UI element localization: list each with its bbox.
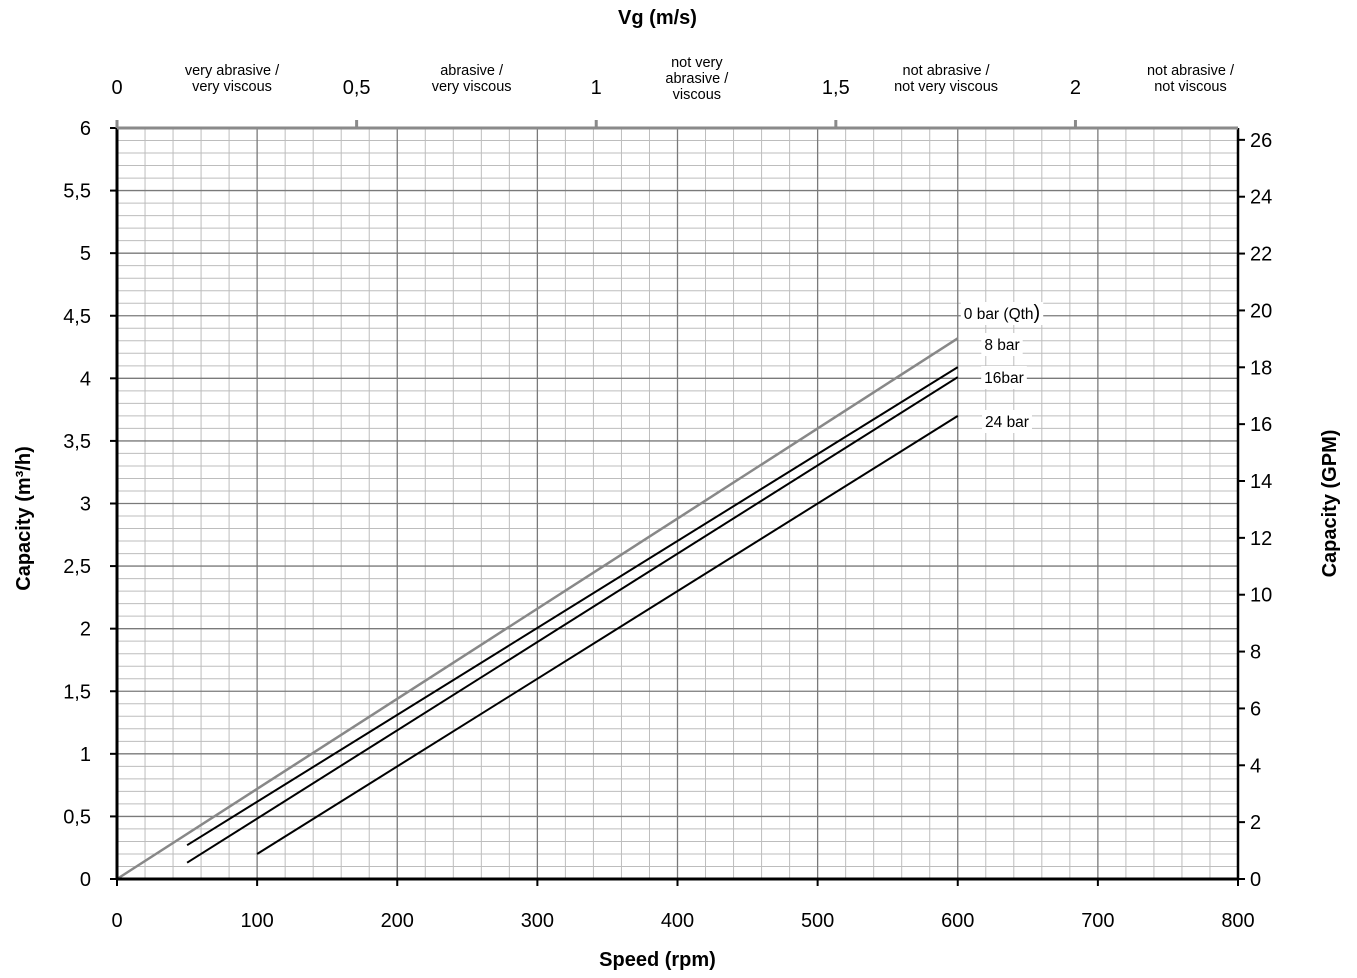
series-label-bg — [982, 410, 1032, 433]
axes — [110, 120, 1245, 886]
y2-tick-label: 10 — [1250, 585, 1272, 607]
x-tick-label: 600 — [941, 910, 974, 932]
y2-tick-label: 8 — [1250, 642, 1261, 664]
y2-tick-label: 14 — [1250, 471, 1272, 493]
y2-tick-label: 18 — [1250, 357, 1272, 379]
series-line-3 — [256, 415, 959, 855]
zone-label: viscous — [673, 87, 721, 103]
series-line-0 — [116, 337, 959, 881]
series-name-suffix: ) — [1034, 302, 1041, 324]
y2-tick-label: 24 — [1250, 187, 1272, 209]
y2-tick-label: 2 — [1250, 812, 1261, 834]
x2-tick-label: 0,5 — [343, 77, 371, 99]
series-name: 8 bar — [984, 337, 1019, 354]
y-tick-label: 1,5 — [63, 681, 91, 703]
zone-label: not very — [671, 55, 723, 71]
series-label-bg — [981, 333, 1023, 356]
x2-tick-label: 2 — [1070, 77, 1081, 99]
zone-label: abrasive / — [440, 63, 504, 79]
zone-label: not abrasive / — [1147, 63, 1235, 79]
x-axis-title: Speed (rpm) — [599, 949, 716, 971]
y-tick-label: 5 — [80, 243, 91, 265]
x-tick-label: 300 — [521, 910, 554, 932]
x-tick-label: 700 — [1081, 910, 1114, 932]
series-label-group-1: 8 bar — [981, 333, 1023, 356]
series-label: 16bar — [984, 370, 1024, 387]
x-tick-label: 800 — [1221, 910, 1254, 932]
zone-label: not abrasive / — [903, 63, 991, 79]
y2-tick-label: 6 — [1250, 698, 1261, 720]
y2-tick-label: 12 — [1250, 528, 1272, 550]
y-tick-label: 5,5 — [63, 181, 91, 203]
series-lines — [116, 337, 959, 881]
y-tick-label: 4 — [80, 368, 91, 390]
series-label: 0 bar (Qth) — [964, 302, 1040, 324]
y2-tick-label: 22 — [1250, 244, 1272, 266]
series-label-group-3: 24 bar — [982, 410, 1032, 433]
x2-tick-label: 1 — [591, 77, 602, 99]
zone-label: not very viscous — [894, 79, 998, 95]
series-label-bg — [960, 302, 1044, 325]
y2-tick-label: 4 — [1250, 755, 1261, 777]
y2-tick-label: 0 — [1250, 869, 1261, 891]
zone-label: abrasive / — [665, 71, 729, 87]
series-line-2 — [186, 376, 959, 864]
zone-label: very abrasive / — [185, 63, 280, 79]
x-tick-label: 100 — [240, 910, 273, 932]
x-tick-label: 500 — [801, 910, 834, 932]
x-tick-label: 400 — [661, 910, 694, 932]
x2-tick-label: 0 — [111, 77, 122, 99]
y-tick-label: 6 — [80, 118, 91, 140]
series-label-group-0: 0 bar (Qth) — [960, 302, 1044, 325]
series-label: 24 bar — [985, 414, 1029, 431]
series-line-1 — [186, 366, 959, 847]
series-label-bg — [981, 366, 1027, 389]
axis-labels: 0 100 200 300 400 500 600 700 80000,511,522,533,… — [63, 55, 1272, 932]
y-tick-label: 2,5 — [63, 556, 91, 578]
x-tick-label: 0 — [111, 910, 122, 932]
y-tick-label: 3 — [80, 494, 91, 516]
y-tick-label: 4,5 — [63, 306, 91, 328]
y2-axis-title: Capacity (GPM) — [1319, 430, 1341, 578]
x2-tick-label: 1,5 — [822, 77, 850, 99]
y-tick-label: 0,5 — [63, 806, 91, 828]
y-tick-label: 2 — [80, 619, 91, 641]
major-gridlines — [116, 127, 1239, 880]
zone-label: very viscous — [192, 79, 272, 95]
top-axis-title: Vg (m/s) — [618, 7, 697, 29]
y2-tick-label: 20 — [1250, 300, 1272, 322]
y2-tick-label: 16 — [1250, 414, 1272, 436]
series-name: 0 bar (Qth — [964, 306, 1034, 323]
y-tick-label: 1 — [80, 744, 91, 766]
y-axis-title: Capacity (m³/h) — [13, 446, 35, 590]
series-label-group-2: 16bar — [981, 366, 1027, 389]
y-tick-label: 3,5 — [63, 431, 91, 453]
x-tick-label: 200 — [381, 910, 414, 932]
series-name: 16bar — [984, 370, 1024, 387]
y-tick-label: 0 — [80, 869, 91, 891]
series-label: 8 bar — [984, 337, 1019, 354]
series-name: 24 bar — [985, 414, 1029, 431]
zone-label: not viscous — [1154, 79, 1227, 95]
zone-label: very viscous — [432, 79, 512, 95]
y2-tick-label: 26 — [1250, 130, 1272, 152]
